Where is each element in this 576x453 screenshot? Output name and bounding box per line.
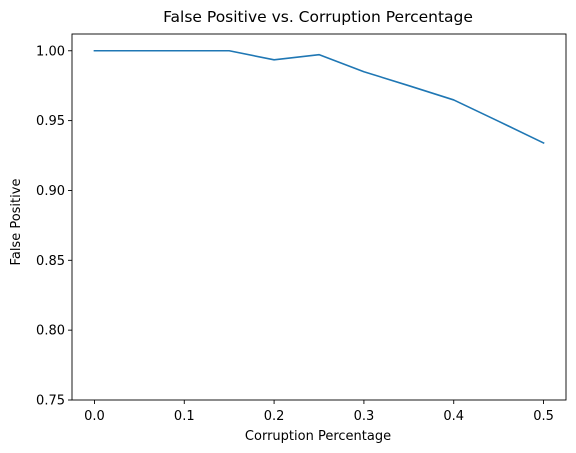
x-tick-label: 0.0 xyxy=(84,409,105,424)
y-axis-label: False Positive xyxy=(9,179,24,266)
x-tick-label: 0.2 xyxy=(264,409,285,424)
x-tick-label: 0.3 xyxy=(354,409,375,424)
x-tick-label: 0.5 xyxy=(533,409,554,424)
series-layer xyxy=(93,49,545,145)
y-tick-label: 0.75 xyxy=(36,394,65,409)
y-tick-label: 0.85 xyxy=(36,254,65,269)
x-tick-label: 0.4 xyxy=(443,409,464,424)
chart-title: False Positive vs. Corruption Percentage xyxy=(163,8,473,26)
axes-frame xyxy=(71,33,567,401)
x-axis-ticks: 0.0 0.1 0.2 0.3 0.4 0.5 xyxy=(84,400,554,424)
y-tick-label: 0.80 xyxy=(36,324,65,339)
y-tick-label: 1.00 xyxy=(36,44,65,59)
x-axis-label: Corruption Percentage xyxy=(245,429,391,444)
x-tick-label: 0.1 xyxy=(174,409,195,424)
series-line xyxy=(93,49,545,145)
y-tick-label: 0.95 xyxy=(36,114,65,129)
y-tick-label: 0.90 xyxy=(36,184,65,199)
y-axis-ticks: 0.75 0.80 0.85 0.90 0.95 1.00 xyxy=(36,44,72,409)
